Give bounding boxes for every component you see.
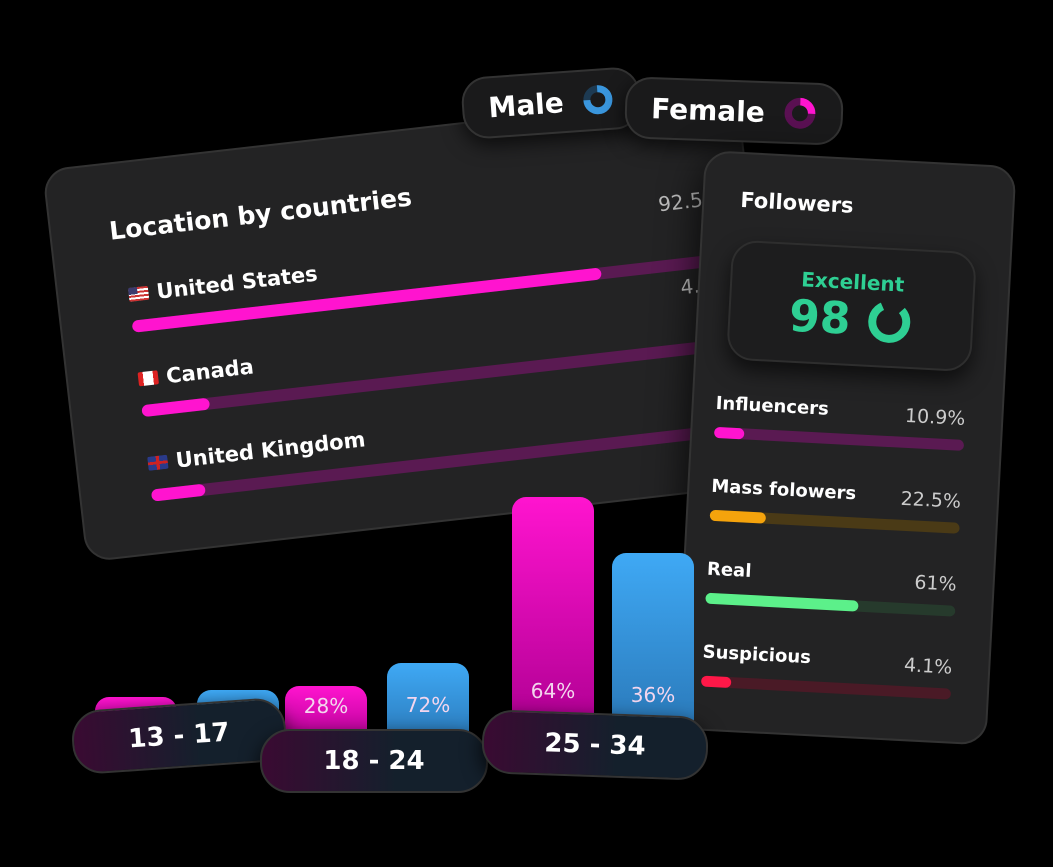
metric-percent: 10.9%	[904, 404, 966, 430]
uk-flag-icon	[147, 454, 169, 471]
age-bar-25-34-male: 36%	[612, 553, 694, 733]
score-donut-icon	[868, 300, 911, 343]
metric-bar-fill	[709, 509, 767, 524]
followers-title: Followers	[739, 187, 855, 218]
location-card: Location by countries United States 92.5…	[42, 90, 783, 563]
follower-metric-row: Influencers 10.9%	[713, 393, 966, 466]
bar-value: 64%	[530, 679, 576, 703]
male-pill[interactable]: Male	[460, 65, 642, 141]
country-name: United Kingdom	[174, 427, 367, 473]
follower-metric-row: Real 61%	[704, 559, 957, 632]
metric-label: Real	[706, 558, 752, 582]
age-group-18-24[interactable]: 18 - 24	[260, 729, 488, 793]
country-bar-fill	[150, 483, 206, 502]
metric-percent: 22.5%	[900, 487, 962, 513]
metric-bar	[709, 509, 960, 534]
age-bar-25-34-female: 64%	[512, 497, 594, 727]
metric-bar-fill	[705, 592, 859, 612]
female-label: Female	[650, 91, 766, 129]
metric-bar	[700, 675, 952, 700]
canada-flag-icon	[137, 370, 159, 387]
bar-value: 72%	[405, 693, 451, 717]
metric-label: Mass folowers	[710, 475, 857, 505]
metric-bar-fill	[700, 675, 732, 689]
metric-bar	[705, 592, 956, 617]
location-title: Location by countries	[107, 182, 414, 246]
metric-percent: 4.1%	[903, 654, 953, 679]
follower-metric-row: Mass folowers 22.5%	[709, 476, 962, 549]
female-pill[interactable]: Female	[623, 76, 845, 146]
followers-card: Followers Excellent 98 Influencers 10.9%…	[674, 150, 1017, 746]
age-label: 25 - 34	[543, 728, 647, 762]
female-donut-icon	[784, 97, 816, 129]
country-name: United States	[155, 261, 319, 304]
bar-value: 36%	[630, 683, 676, 707]
male-label: Male	[487, 85, 565, 124]
metric-label: Influencers	[715, 392, 830, 420]
age-group-25-34[interactable]: 25 - 34	[480, 709, 710, 781]
metric-bar	[713, 426, 965, 451]
score-box: Excellent 98	[726, 239, 978, 373]
bar-value: 28%	[303, 694, 349, 718]
age-label: 18 - 24	[323, 746, 425, 776]
us-flag-icon	[127, 285, 150, 302]
metric-label: Suspicious	[702, 641, 812, 669]
country-bar-fill	[141, 397, 210, 418]
score-value: 98	[787, 290, 852, 345]
age-group-13-17[interactable]: 13 - 17	[70, 696, 288, 776]
follower-metric-row: Suspicious 4.1%	[700, 642, 953, 715]
country-name: Canada	[164, 354, 255, 389]
male-donut-icon	[583, 85, 613, 115]
metric-percent: 61%	[913, 571, 958, 596]
metric-bar-fill	[713, 426, 745, 440]
age-label: 13 - 17	[127, 717, 231, 755]
